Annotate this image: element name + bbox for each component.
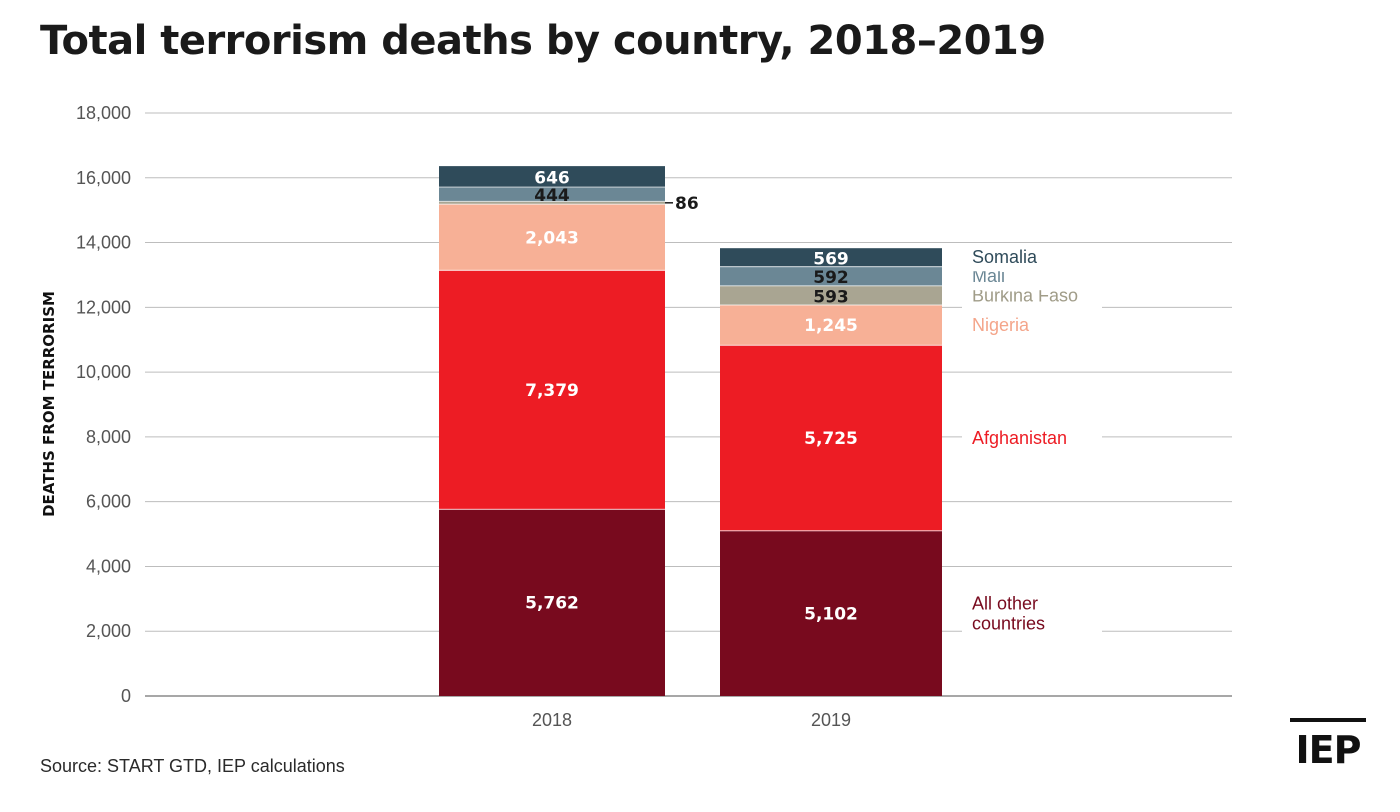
y-tick-label: 6,000 <box>86 492 131 512</box>
legend-background <box>962 247 1102 272</box>
bar-segment <box>439 201 665 205</box>
legend-background <box>962 593 1102 638</box>
legend-background <box>962 428 1102 453</box>
segment-label: 593 <box>813 287 849 307</box>
bar-segment <box>720 530 942 696</box>
bar-segment <box>720 266 942 286</box>
bar-segment <box>720 305 942 346</box>
legend-line: Somalia <box>972 247 1038 267</box>
legend-line: Burkina Faso <box>972 285 1078 305</box>
y-tick-label: 10,000 <box>76 362 131 382</box>
segment-label: 569 <box>813 249 849 269</box>
segment-label: 5,725 <box>804 429 858 449</box>
y-tick-label: 18,000 <box>76 103 131 123</box>
y-tick-label: 4,000 <box>86 556 131 576</box>
bar-segment <box>439 166 665 188</box>
y-axis-label: DEATHS FROM TERRORISM <box>40 291 58 517</box>
x-axis-ticks: 2018 2019 <box>532 710 851 730</box>
y-axis-ticks: 0 2,000 4,000 6,000 8,000 10,000 12,000 14,000 1… <box>76 103 131 706</box>
segment-label: 5,102 <box>804 604 858 624</box>
segment-label: 5,762 <box>525 594 579 614</box>
legend-entry: Nigeria <box>972 315 1030 335</box>
legend-entry: Burkina Faso <box>972 285 1078 305</box>
bar-segment <box>720 285 942 306</box>
y-tick-label: 8,000 <box>86 427 131 447</box>
legend-background <box>962 315 1102 340</box>
segment-label-outside: 86 <box>675 194 699 214</box>
legend-line: Afghanistan <box>972 428 1067 448</box>
legend-entry: All other countries <box>972 593 1045 633</box>
segment-label: 444 <box>534 186 570 206</box>
legend-line: Nigeria <box>972 315 1030 335</box>
x-tick-label: 2018 <box>532 710 572 730</box>
source-note: Source: START GTD, IEP calculations <box>40 756 345 776</box>
y-tick-label: 12,000 <box>76 297 131 317</box>
segment-label: 1,245 <box>804 316 858 336</box>
y-tick-label: 0 <box>121 686 131 706</box>
segment-label: 646 <box>534 169 570 189</box>
x-tick-label: 2019 <box>811 710 851 730</box>
y-tick-label: 2,000 <box>86 621 131 641</box>
legend-line: All other <box>972 593 1038 613</box>
segment-label: 592 <box>813 268 849 288</box>
iep-logo: IEP <box>1290 718 1366 772</box>
bar-segment <box>439 270 665 510</box>
page-title: Total terrorism deaths by country, 2018–… <box>40 18 1046 64</box>
segment-label: 2,043 <box>525 228 579 248</box>
legend: All other countries Afghanistan Nigeria Burk… <box>962 247 1102 638</box>
legend-line: countries <box>972 613 1045 633</box>
legend-entry: Somalia <box>972 247 1038 267</box>
segment-label: 7,379 <box>525 381 579 401</box>
bar-segment <box>720 345 942 531</box>
bar-segment <box>439 509 665 696</box>
legend-entry: Afghanistan <box>972 428 1067 448</box>
y-tick-label: 16,000 <box>76 168 131 188</box>
y-tick-label: 14,000 <box>76 233 131 253</box>
bar-segment <box>439 187 665 202</box>
bar-segment <box>720 248 942 267</box>
bar-segment <box>439 204 665 271</box>
